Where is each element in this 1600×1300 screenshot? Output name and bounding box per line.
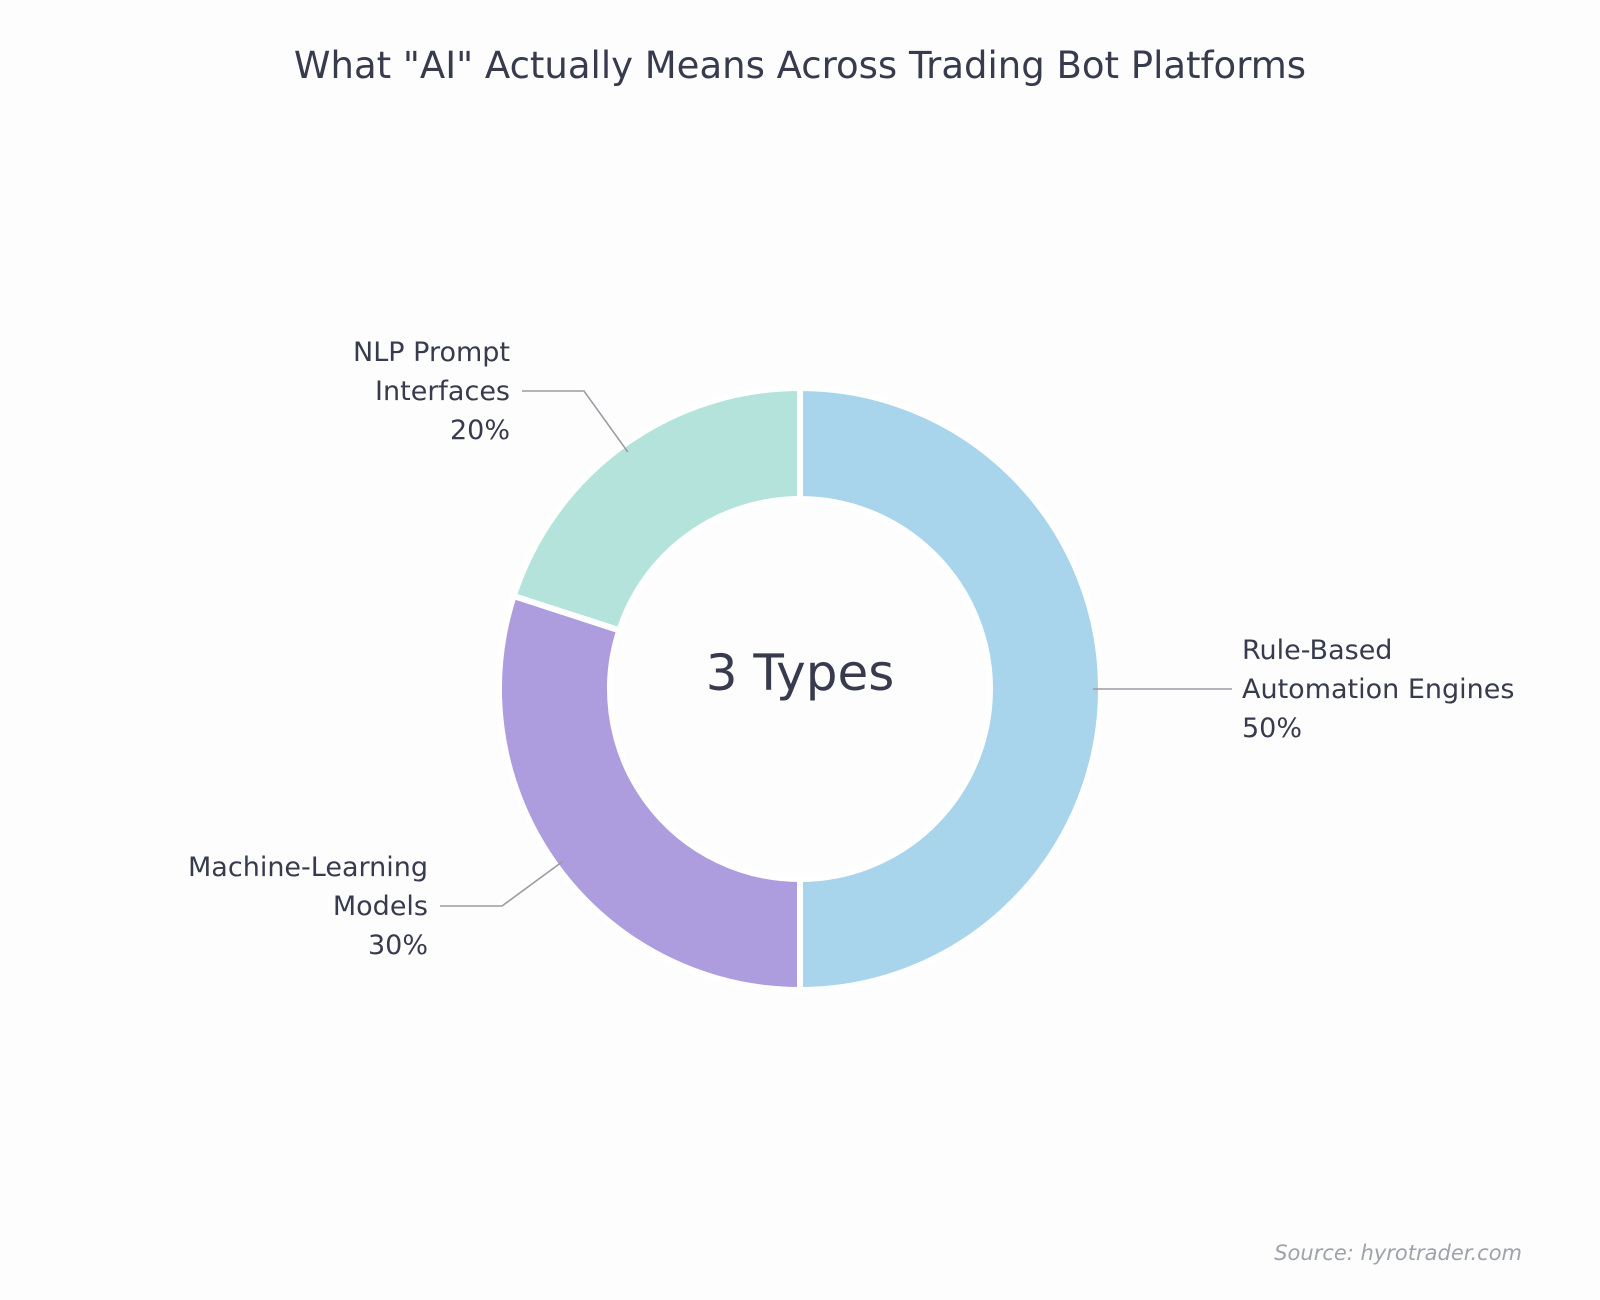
leader-line: [522, 390, 629, 453]
source-note: Source: hyrotrader.com: [1274, 1241, 1522, 1265]
slice-category-label: NLP Prompt: [353, 337, 510, 368]
slice-category-label: Automation Engines: [1242, 674, 1514, 705]
donut-slice: [496, 592, 803, 994]
slice-value-label: 20%: [450, 415, 510, 446]
center-label: 3 Types: [706, 644, 895, 702]
donut-slice: [797, 384, 1104, 994]
slice-value-label: 50%: [1242, 713, 1302, 744]
donut-slice: [509, 384, 803, 635]
slice-category-label: Machine-Learning: [188, 852, 428, 883]
donut-slices: [496, 384, 1104, 994]
leader-line: [440, 860, 564, 907]
slice-category-label: Interfaces: [375, 376, 510, 407]
slice-label: NLP Prompt Interfaces 20%: [353, 337, 510, 446]
chart-title: What "AI" Actually Means Across Trading …: [294, 44, 1306, 87]
slice-labels: Rule-Based Automation Engines 50% Machine-L…: [188, 337, 1514, 961]
slice-label: Rule-Based Automation Engines 50%: [1242, 635, 1514, 744]
slice-value-label: 30%: [368, 930, 428, 961]
slice-category-label: Models: [333, 891, 428, 922]
slice-label: Machine-Learning Models 30%: [188, 852, 428, 961]
leader-lines: [440, 390, 1232, 907]
slice-category-label: Rule-Based: [1242, 635, 1392, 666]
